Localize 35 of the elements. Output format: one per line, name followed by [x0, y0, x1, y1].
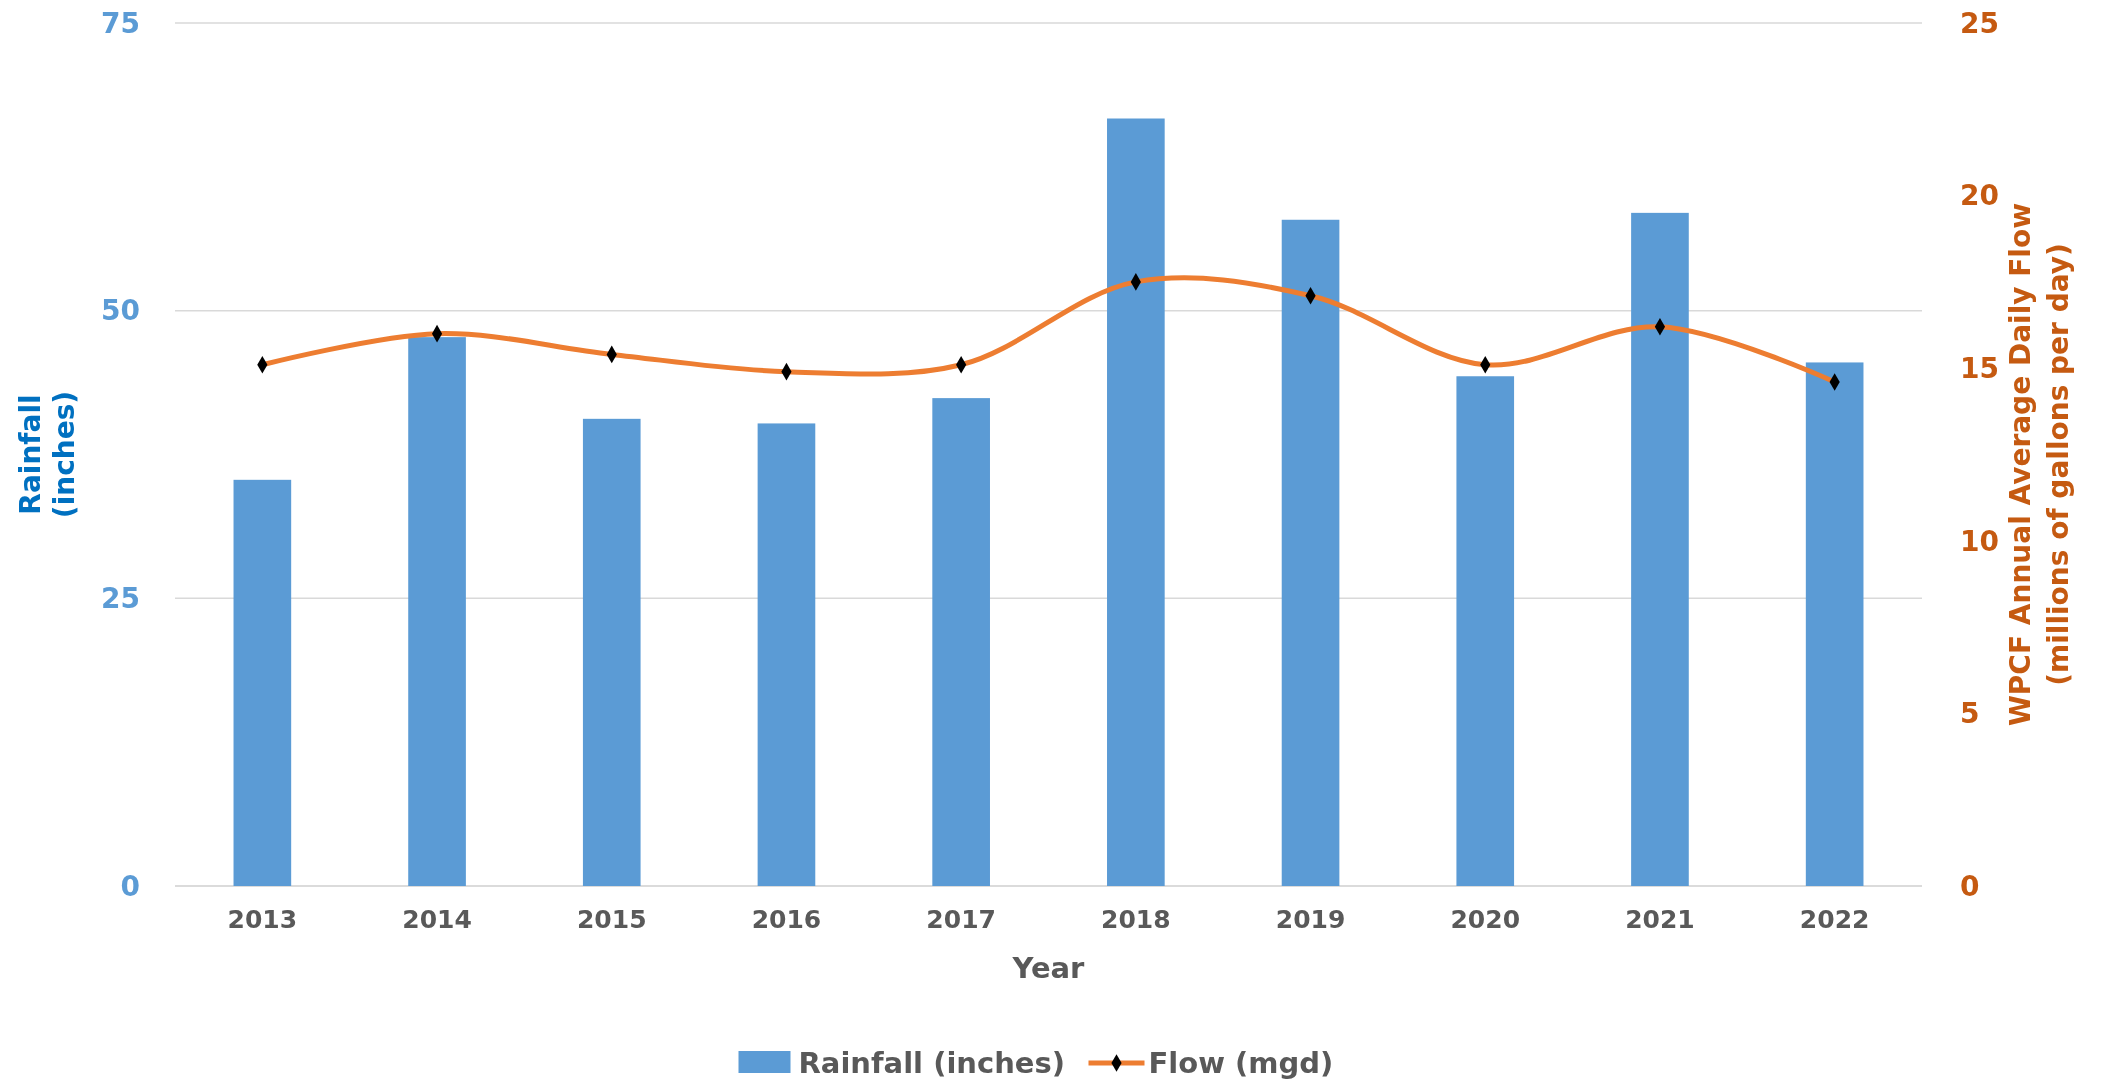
x-tick-label: 2013 [227, 905, 298, 934]
bar [1107, 118, 1165, 886]
x-tick-label: 2017 [926, 905, 996, 934]
bar [582, 418, 641, 886]
bar [408, 337, 466, 886]
y-tick-label: 25 [101, 582, 140, 616]
x-tick-label: 2019 [1275, 905, 1346, 934]
y2-tick-label: 5 [1960, 697, 1980, 731]
bar [233, 479, 292, 886]
x-tick-label: 2021 [1625, 905, 1695, 934]
y2-tick-label: 0 [1960, 869, 1980, 903]
x-tick-label: 2022 [1799, 905, 1870, 934]
bar [932, 398, 990, 886]
bar [757, 423, 816, 886]
y-axis-title: Rainfall (inches) [14, 390, 81, 519]
x-tick-label: 2014 [402, 905, 472, 934]
bar [1456, 376, 1515, 886]
y2-tick-label: 25 [1960, 6, 1999, 40]
bar [1281, 219, 1340, 886]
x-tick-label: 2018 [1101, 905, 1171, 934]
x-axis-title: Year [1011, 951, 1086, 985]
y-tick-label: 0 [120, 869, 140, 903]
legend-label: Rainfall (inches) [798, 1046, 1066, 1081]
y2-tick-label: 10 [1960, 524, 1999, 558]
y-tick-label: 75 [101, 6, 140, 40]
y2-tick-label: 20 [1960, 179, 1999, 213]
legend-label: Flow (mgd) [1148, 1046, 1334, 1081]
bar [1631, 212, 1689, 886]
y2-axis-title: WPCF Annual Average Daily Flow (millions of gallons per day) [2004, 202, 2075, 727]
y2-tick-label: 15 [1960, 352, 1999, 385]
x-tick-label: 2020 [1450, 905, 1521, 934]
x-tick-label: 2015 [576, 905, 647, 934]
y-tick-label: 50 [101, 294, 140, 328]
bar [1805, 362, 1864, 886]
x-tick-label: 2016 [751, 905, 822, 934]
